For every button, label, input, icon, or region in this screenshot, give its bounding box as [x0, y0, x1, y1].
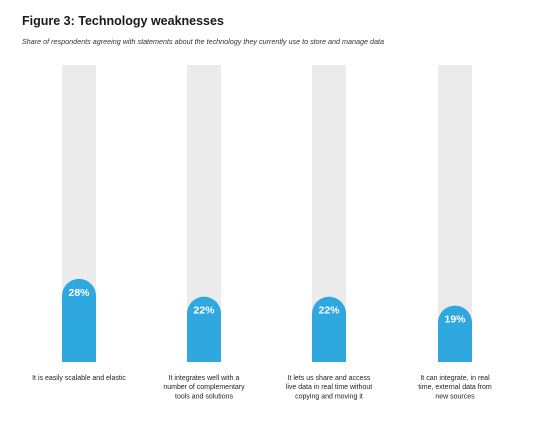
- bar: [187, 296, 221, 362]
- category-label: It integrates well with a number of compl…: [163, 375, 245, 400]
- data-label: 22%: [318, 305, 340, 317]
- data-label: 22%: [193, 305, 215, 317]
- bar: [312, 296, 346, 362]
- data-label: 19%: [444, 314, 466, 326]
- category-label: It lets us share and access live data in …: [286, 375, 372, 400]
- data-label: 28%: [68, 287, 90, 299]
- category-label: It can integrate, in real time, external …: [418, 375, 492, 400]
- bar: [62, 278, 96, 362]
- bar: [438, 305, 472, 362]
- chart-title: Figure 3: Technology weaknesses: [22, 14, 224, 28]
- chart-subtitle: Share of respondents agreeing with state…: [22, 37, 385, 46]
- category-label: It is easily scalable and elastic: [32, 375, 126, 382]
